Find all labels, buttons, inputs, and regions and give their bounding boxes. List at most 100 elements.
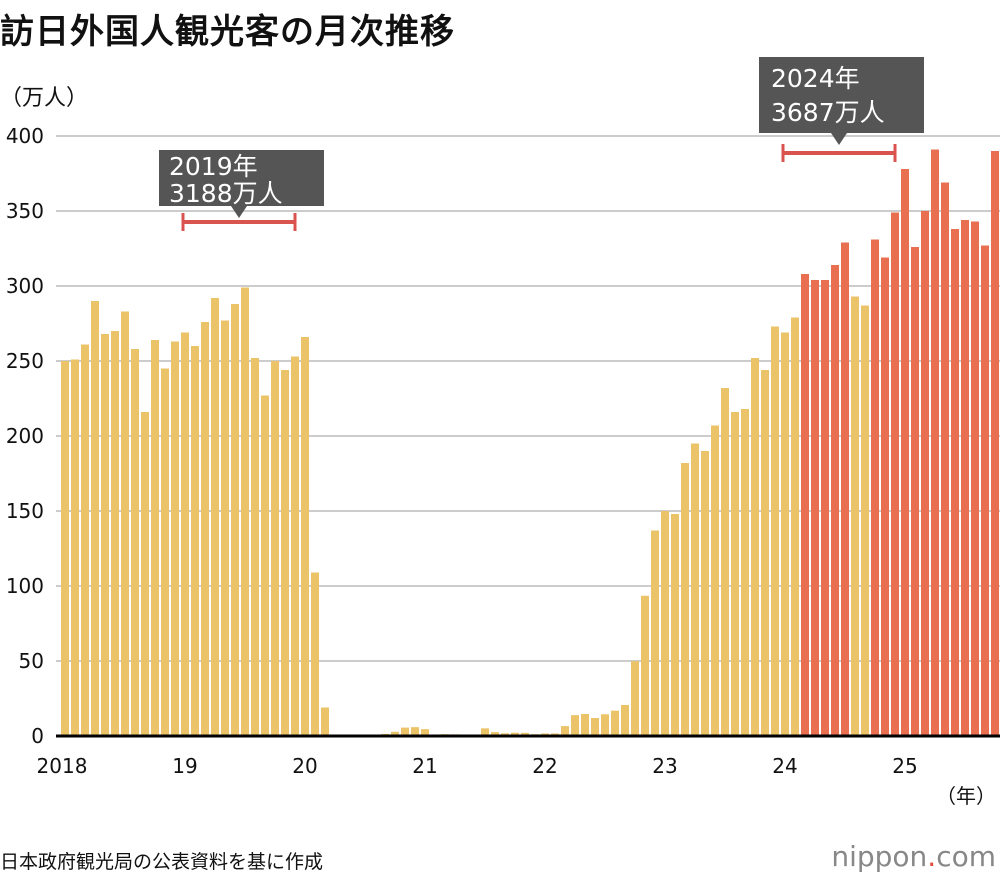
- bar: [91, 301, 99, 736]
- bar: [421, 729, 429, 736]
- bar: [401, 727, 409, 736]
- bar: [491, 732, 499, 736]
- annotation-callout: [759, 57, 924, 133]
- bar: [921, 211, 929, 736]
- bar: [641, 595, 649, 736]
- bar: [121, 311, 129, 736]
- bar: [851, 296, 859, 736]
- annotation-total: 3188万人: [169, 179, 283, 208]
- bar: [151, 340, 159, 736]
- bar: [731, 412, 739, 736]
- bar: [581, 713, 589, 736]
- bar: [621, 704, 629, 736]
- x-tick-label: 23: [652, 754, 677, 778]
- bar: [221, 320, 229, 736]
- x-tick-label: 19: [172, 754, 197, 778]
- bar: [61, 361, 69, 736]
- bar: [521, 732, 529, 736]
- callout-pointer: [831, 133, 847, 145]
- bar: [911, 247, 919, 736]
- x-tick-label: 20: [292, 754, 317, 778]
- y-tick-label: 150: [6, 499, 44, 523]
- source-note: 日本政府観光局の公表資料を基に作成: [0, 851, 324, 873]
- x-tick-label: 24: [772, 754, 797, 778]
- bar: [101, 334, 109, 736]
- y-tick-label: 50: [19, 649, 44, 673]
- bar: [111, 331, 119, 736]
- bar: [661, 511, 669, 736]
- bar: [761, 370, 769, 736]
- bar: [901, 169, 909, 736]
- bar: [831, 265, 839, 736]
- y-tick-label: 200: [6, 424, 44, 448]
- y-tick-label: 350: [6, 199, 44, 223]
- bar: [411, 727, 419, 736]
- bar: [651, 530, 659, 736]
- y-tick-label: 100: [6, 574, 44, 598]
- y-tick-label: 250: [6, 349, 44, 373]
- bar: [181, 332, 189, 736]
- bar: [391, 731, 399, 736]
- bar: [561, 726, 569, 736]
- bar: [791, 317, 799, 736]
- bar: [281, 370, 289, 736]
- nippon-logo: nippon.com: [831, 840, 996, 873]
- bar: [881, 257, 889, 736]
- bar: [861, 305, 869, 736]
- chart-title: 訪日外国人観光客の月次推移: [0, 12, 455, 52]
- bar: [781, 332, 789, 736]
- bar: [841, 242, 849, 736]
- bar: [201, 322, 209, 736]
- bar: [671, 514, 679, 736]
- logo-dot: .: [927, 840, 937, 873]
- bar: [871, 239, 879, 736]
- bar: [591, 718, 599, 736]
- bar: [811, 280, 819, 736]
- bar: [941, 182, 949, 736]
- bar: [301, 337, 309, 736]
- annotation-year: 2024年: [771, 64, 860, 93]
- bar: [801, 274, 809, 736]
- bar: [991, 151, 999, 736]
- y-tick-label: 300: [6, 274, 44, 298]
- bar: [481, 728, 489, 736]
- bar: [981, 245, 989, 736]
- bar: [891, 212, 899, 736]
- bar: [241, 287, 249, 736]
- logo-name: nippon: [831, 840, 928, 873]
- y-tick-label: 400: [6, 124, 44, 148]
- x-tick-label: 22: [532, 754, 557, 778]
- bar: [631, 661, 639, 736]
- bar: [261, 395, 269, 736]
- bar: [961, 220, 969, 736]
- callout-pointer: [231, 206, 247, 218]
- bar: [721, 388, 729, 736]
- bar: [771, 326, 779, 736]
- bar: [321, 707, 329, 736]
- bar: [601, 714, 609, 736]
- bar: [251, 358, 259, 736]
- bar: [131, 349, 139, 736]
- bar: [271, 361, 279, 736]
- bar: [171, 341, 179, 736]
- x-tick-label: 2018: [37, 754, 88, 778]
- logo-suffix: com: [936, 840, 996, 873]
- bar: [511, 732, 519, 736]
- x-tick-label: 21: [412, 754, 437, 778]
- bar: [971, 221, 979, 736]
- bar: [211, 298, 219, 736]
- bar: [701, 451, 709, 736]
- bar: [191, 346, 199, 736]
- bar: [741, 409, 749, 736]
- bar: [691, 443, 699, 736]
- y-tick-label: 0: [31, 724, 44, 748]
- bar: [311, 572, 319, 736]
- bar: [611, 710, 619, 736]
- annotation-callout: [159, 150, 324, 206]
- bar: [571, 715, 579, 736]
- bar: [141, 412, 149, 736]
- bar: [81, 344, 89, 736]
- annotation-year: 2019年: [169, 152, 258, 181]
- bar: [291, 356, 299, 736]
